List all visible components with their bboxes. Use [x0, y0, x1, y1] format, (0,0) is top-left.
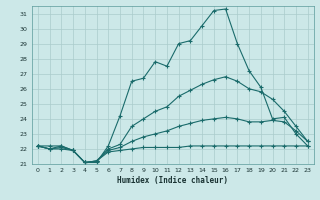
X-axis label: Humidex (Indice chaleur): Humidex (Indice chaleur) [117, 176, 228, 185]
